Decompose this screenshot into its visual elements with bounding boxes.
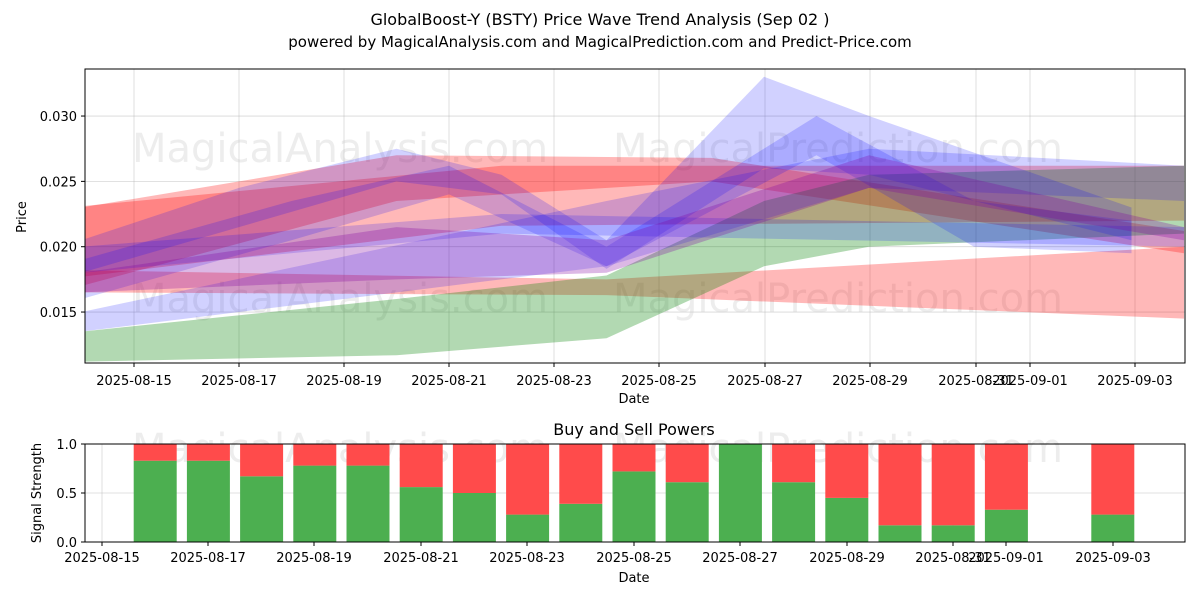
price-band-2 <box>85 155 1184 285</box>
sell-bar <box>931 444 975 526</box>
price-band-3 <box>85 165 1184 362</box>
signal-x-tick-label: 2025-08-19 <box>276 551 352 566</box>
price-y-ticks: 0.015 0.020 0.025 0.030 <box>40 110 85 321</box>
sell-bar <box>346 444 390 466</box>
price-x-tick-label: 2025-08-29 <box>832 374 908 389</box>
sell-bar <box>878 444 922 526</box>
buy-bar <box>240 476 284 542</box>
sell-bar <box>559 444 603 504</box>
signal-x-tick-label: 2025-09-03 <box>1075 551 1151 566</box>
watermark-prediction: MagicalPrediction.com <box>613 126 1063 172</box>
watermark-analysis: MagicalAnalysis.com <box>132 126 548 172</box>
price-y-tick-label: 0.025 <box>40 175 77 190</box>
buy-bar <box>186 460 230 542</box>
signal-y-tick-label: 1.0 <box>56 438 77 453</box>
signal-x-tick-label: 2025-08-31 <box>915 551 991 566</box>
price-y-tick-label: 0.020 <box>40 241 77 256</box>
buy-bar <box>931 525 975 542</box>
signal-y-ticks: 0.0 0.5 1.0 <box>56 438 85 551</box>
price-y-tick-label: 0.030 <box>40 110 77 125</box>
signal-plot: Buy and Sell Powers MagicalAnalysis.com … <box>30 420 1186 586</box>
price-x-tick-label: 2025-09-01 <box>992 374 1068 389</box>
signal-x-label: Date <box>618 571 649 586</box>
price-band-1 <box>85 246 1184 319</box>
watermark-analysis-2: MagicalAnalysis.com <box>132 276 548 322</box>
signal-y-label: Signal Strength <box>30 443 45 543</box>
price-x-tick-label: 2025-08-17 <box>201 374 277 389</box>
price-x-tick-label: 2025-08-27 <box>727 374 803 389</box>
price-x-tick-label: 2025-08-31 <box>938 374 1014 389</box>
sell-bar <box>293 444 337 466</box>
sell-bar <box>612 444 656 472</box>
buy-bar <box>1091 514 1135 542</box>
price-x-tick-label: 2025-08-23 <box>516 374 592 389</box>
signal-x-tick-label: 2025-08-17 <box>170 551 246 566</box>
price-x-ticks: 2025-08-15 2025-08-17 2025-08-19 2025-08-21… <box>96 363 1173 389</box>
buy-bar <box>665 482 709 542</box>
signal-x-tick-label: 2025-08-25 <box>596 551 672 566</box>
buy-bar <box>984 509 1028 542</box>
price-x-tick-label: 2025-09-03 <box>1097 374 1173 389</box>
signal-x-tick-label: 2025-08-23 <box>489 551 565 566</box>
signal-y-tick-label: 0.5 <box>56 487 77 502</box>
buy-bar <box>293 465 337 542</box>
price-band-5 <box>85 116 1132 299</box>
price-x-tick-label: 2025-08-19 <box>306 374 382 389</box>
price-plot-frame <box>84 68 1186 364</box>
buy-bar <box>559 503 603 542</box>
price-x-tick-label: 2025-08-21 <box>411 374 487 389</box>
buy-bar <box>825 497 869 542</box>
price-bands <box>85 76 1184 362</box>
buy-bar <box>612 471 656 542</box>
buy-bar <box>399 487 443 542</box>
price-y-tick-label: 0.015 <box>40 306 77 321</box>
sell-bar <box>452 444 496 493</box>
signal-x-tick-label: 2025-08-27 <box>702 551 778 566</box>
sell-bar <box>825 444 869 498</box>
buy-bar <box>452 493 496 542</box>
watermark-prediction-2: MagicalPrediction.com <box>613 276 1063 322</box>
price-plot: MagicalAnalysis.com MagicalPrediction.co… <box>15 68 1186 407</box>
signal-x-ticks: 2025-08-15 2025-08-17 2025-08-19 2025-08-21… <box>64 542 1151 566</box>
price-x-tick-label: 2025-08-25 <box>621 374 697 389</box>
sell-bar <box>665 444 709 483</box>
signal-bars <box>133 444 1135 542</box>
main-chart-title: GlobalBoost-Y (BSTY) Price Wave Trend An… <box>370 10 829 29</box>
signal-x-tick-label: 2025-09-01 <box>968 551 1044 566</box>
sell-bar <box>506 444 550 515</box>
sell-bar <box>240 444 284 477</box>
sell-bar <box>984 444 1028 510</box>
price-band-7 <box>85 148 1184 332</box>
price-band-8 <box>85 155 1184 293</box>
main-chart-subtitle: powered by MagicalAnalysis.com and Magic… <box>288 33 912 51</box>
price-watermarks: MagicalAnalysis.com MagicalPrediction.co… <box>132 126 1063 322</box>
sell-bar <box>186 444 230 461</box>
price-band-4 <box>85 76 1132 272</box>
price-x-label: Date <box>618 392 649 407</box>
signal-y-tick-label: 0.0 <box>56 536 77 551</box>
price-band-6 <box>85 214 1184 273</box>
price-band-0 <box>85 165 1184 277</box>
signal-chart-title: Buy and Sell Powers <box>553 420 715 439</box>
sell-bar <box>772 444 816 483</box>
buy-bar <box>346 465 390 542</box>
buy-bar <box>506 514 550 542</box>
sell-bar <box>1091 444 1135 515</box>
buy-bar <box>133 460 177 542</box>
signal-x-tick-label: 2025-08-15 <box>64 551 140 566</box>
price-x-tick-label: 2025-08-15 <box>96 374 172 389</box>
sell-bar <box>399 444 443 488</box>
signal-x-tick-label: 2025-08-21 <box>383 551 459 566</box>
price-grid <box>85 69 1185 363</box>
price-y-label: Price <box>15 201 30 233</box>
buy-bar <box>878 525 922 542</box>
buy-bar <box>772 482 816 542</box>
signal-x-tick-label: 2025-08-29 <box>809 551 885 566</box>
sell-bar <box>133 444 177 461</box>
buy-bar <box>718 444 762 542</box>
